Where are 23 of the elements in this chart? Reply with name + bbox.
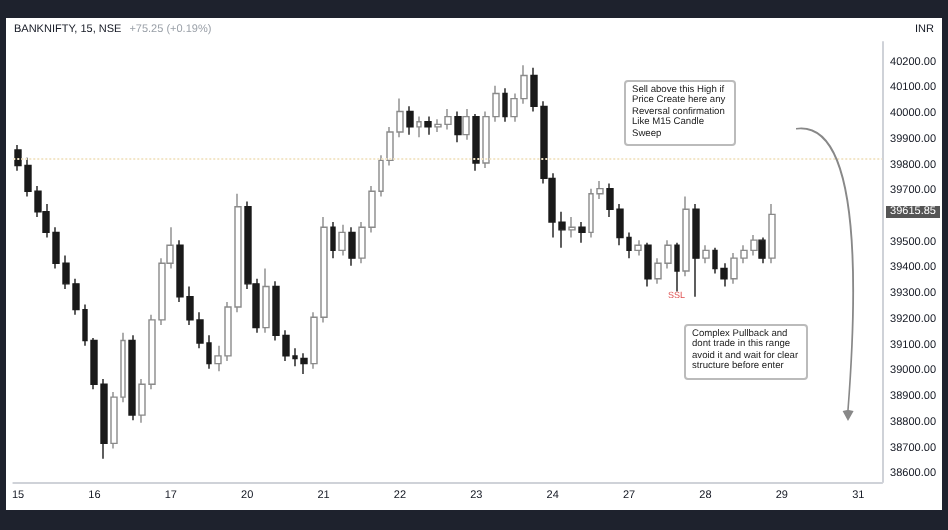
candlestick: [502, 87, 508, 123]
candlestick: [454, 110, 462, 144]
candlestick: [348, 226, 356, 267]
candlestick: [424, 115, 432, 136]
candlestick: [674, 242, 680, 293]
candlestick: [416, 115, 422, 138]
candlestick: [300, 352, 308, 375]
candlestick: [568, 216, 576, 239]
candlestick: [692, 203, 700, 298]
candlestick: [768, 203, 776, 264]
candlestick: [702, 244, 710, 264]
candlestick: [644, 242, 652, 288]
candlestick: [330, 221, 336, 259]
candlestick: [406, 105, 414, 136]
candlestick: [128, 334, 136, 421]
candlestick: [338, 223, 346, 257]
candlestick: [462, 108, 470, 141]
candlestick: [262, 267, 270, 334]
candlestick: [472, 113, 480, 172]
candlestick: [682, 195, 690, 277]
candlestick: [578, 221, 586, 244]
candlestick: [634, 239, 642, 257]
candlestick: [758, 236, 766, 264]
